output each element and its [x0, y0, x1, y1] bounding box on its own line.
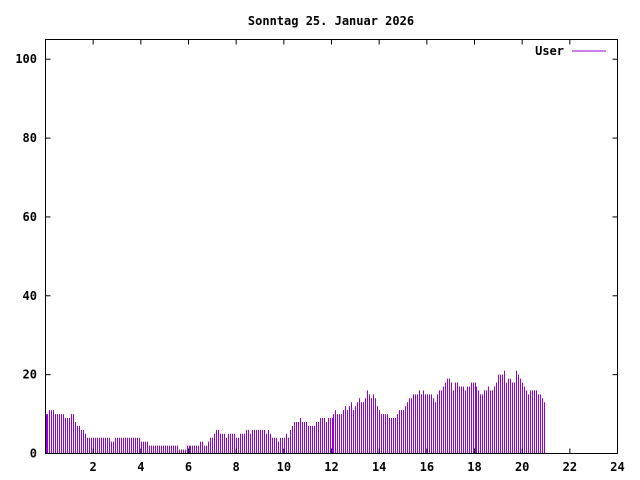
y-tick-label: 60	[23, 210, 37, 224]
x-tick-label: 20	[515, 460, 529, 474]
x-tick-label: 12	[324, 460, 338, 474]
x-tick-label: 14	[372, 460, 386, 474]
y-tick-label: 100	[15, 52, 37, 66]
x-axis: 2 4 6 8 10 12 14 16 18 20 22 24	[90, 39, 625, 474]
y-axis: 0 20 40 60 80 100	[15, 52, 618, 461]
x-tick-label: 22	[563, 460, 577, 474]
legend: User	[535, 44, 606, 58]
x-tick-label: 18	[467, 460, 481, 474]
x-tick-label: 16	[420, 460, 434, 474]
y-tick-label: 40	[23, 289, 37, 303]
x-tick-label: 4	[137, 460, 144, 474]
legend-label: User	[535, 44, 564, 58]
plot-frame	[45, 39, 618, 454]
x-tick-label: 2	[90, 460, 97, 474]
x-tick-label: 6	[185, 460, 192, 474]
chart-title: Sonntag 25. Januar 2026	[248, 14, 414, 28]
bar-series	[46, 370, 545, 454]
y-tick-label: 0	[30, 447, 37, 461]
y-tick-label: 80	[23, 131, 37, 145]
x-tick-label: 8	[233, 460, 240, 474]
x-tick-label: 24	[610, 460, 624, 474]
x-tick-label: 10	[277, 460, 291, 474]
y-tick-label: 20	[23, 368, 37, 382]
